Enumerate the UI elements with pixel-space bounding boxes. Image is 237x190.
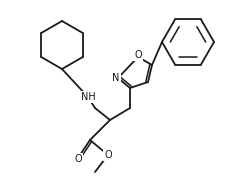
Text: O: O — [104, 150, 112, 160]
Text: O: O — [134, 50, 142, 60]
Text: NH: NH — [81, 92, 95, 102]
Text: N: N — [112, 73, 120, 83]
Text: O: O — [74, 154, 82, 164]
